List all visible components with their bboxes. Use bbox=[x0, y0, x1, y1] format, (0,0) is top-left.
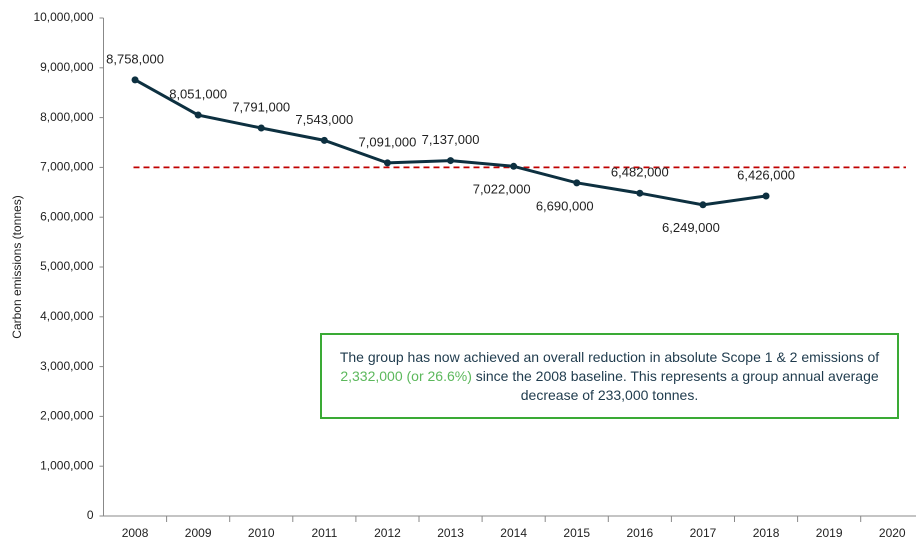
data-label: 6,426,000 bbox=[737, 167, 795, 182]
annotation-highlight: 2,332,000 (or 26.6%) bbox=[340, 367, 472, 384]
point bbox=[573, 179, 581, 187]
data-label: 7,022,000 bbox=[473, 182, 531, 197]
point bbox=[131, 76, 139, 84]
x-tick-label: 2016 bbox=[626, 526, 653, 540]
x-tick-label: 2013 bbox=[437, 526, 464, 540]
y-tick-label: 8,000,000 bbox=[40, 110, 94, 124]
point bbox=[636, 189, 644, 197]
y-tick-label: 5,000,000 bbox=[40, 259, 94, 273]
data-label: 6,249,000 bbox=[662, 220, 720, 235]
data-label: 7,791,000 bbox=[232, 99, 290, 114]
y-tick-label: 6,000,000 bbox=[40, 209, 94, 223]
x-tick-label: 2014 bbox=[500, 526, 527, 540]
x-tick-label: 2011 bbox=[311, 526, 337, 540]
x-tick-label: 2019 bbox=[816, 526, 843, 540]
point bbox=[447, 157, 455, 165]
point bbox=[257, 124, 265, 132]
y-tick-label: 1,000,000 bbox=[40, 458, 94, 472]
x-tick-label: 2008 bbox=[122, 526, 149, 540]
x-tick-label: 2017 bbox=[690, 526, 717, 540]
data-label: 6,482,000 bbox=[611, 165, 669, 180]
y-axis-label: Carbon emissions (tonnes) bbox=[10, 195, 24, 338]
point bbox=[699, 201, 707, 209]
x-tick-label: 2010 bbox=[248, 526, 275, 540]
point bbox=[383, 159, 391, 167]
point bbox=[320, 136, 328, 144]
data-label: 7,091,000 bbox=[359, 134, 417, 149]
y-tick-label: 9,000,000 bbox=[40, 60, 94, 74]
y-tick-label: 7,000,000 bbox=[40, 160, 94, 174]
data-label: 7,543,000 bbox=[295, 112, 353, 127]
point bbox=[194, 111, 202, 119]
x-tick-label: 2018 bbox=[753, 526, 780, 540]
y-tick-label: 3,000,000 bbox=[40, 359, 94, 373]
y-tick-label: 0 bbox=[87, 508, 94, 522]
annotation-box: The group has now achieved an overall re… bbox=[320, 333, 899, 419]
y-tick-label: 2,000,000 bbox=[40, 409, 94, 423]
x-tick-label: 2012 bbox=[374, 526, 401, 540]
data-label: 6,690,000 bbox=[536, 198, 594, 213]
y-tick-label: 10,000,000 bbox=[33, 10, 93, 24]
y-tick-label: 4,000,000 bbox=[40, 309, 94, 323]
data-label: 7,137,000 bbox=[422, 132, 480, 147]
x-tick-label: 2020 bbox=[879, 526, 906, 540]
data-label: 8,051,000 bbox=[169, 86, 227, 101]
data-label: 8,758,000 bbox=[106, 51, 164, 66]
x-tick-label: 2015 bbox=[563, 526, 590, 540]
x-tick-label: 2009 bbox=[185, 526, 212, 540]
annotation-text: The group has now achieved an overall re… bbox=[336, 348, 883, 405]
annotation-part: The group has now achieved an overall re… bbox=[339, 348, 880, 365]
annotation-part: since the 2008 baseline. This represents… bbox=[471, 367, 879, 403]
point bbox=[510, 162, 518, 170]
point bbox=[762, 192, 770, 200]
